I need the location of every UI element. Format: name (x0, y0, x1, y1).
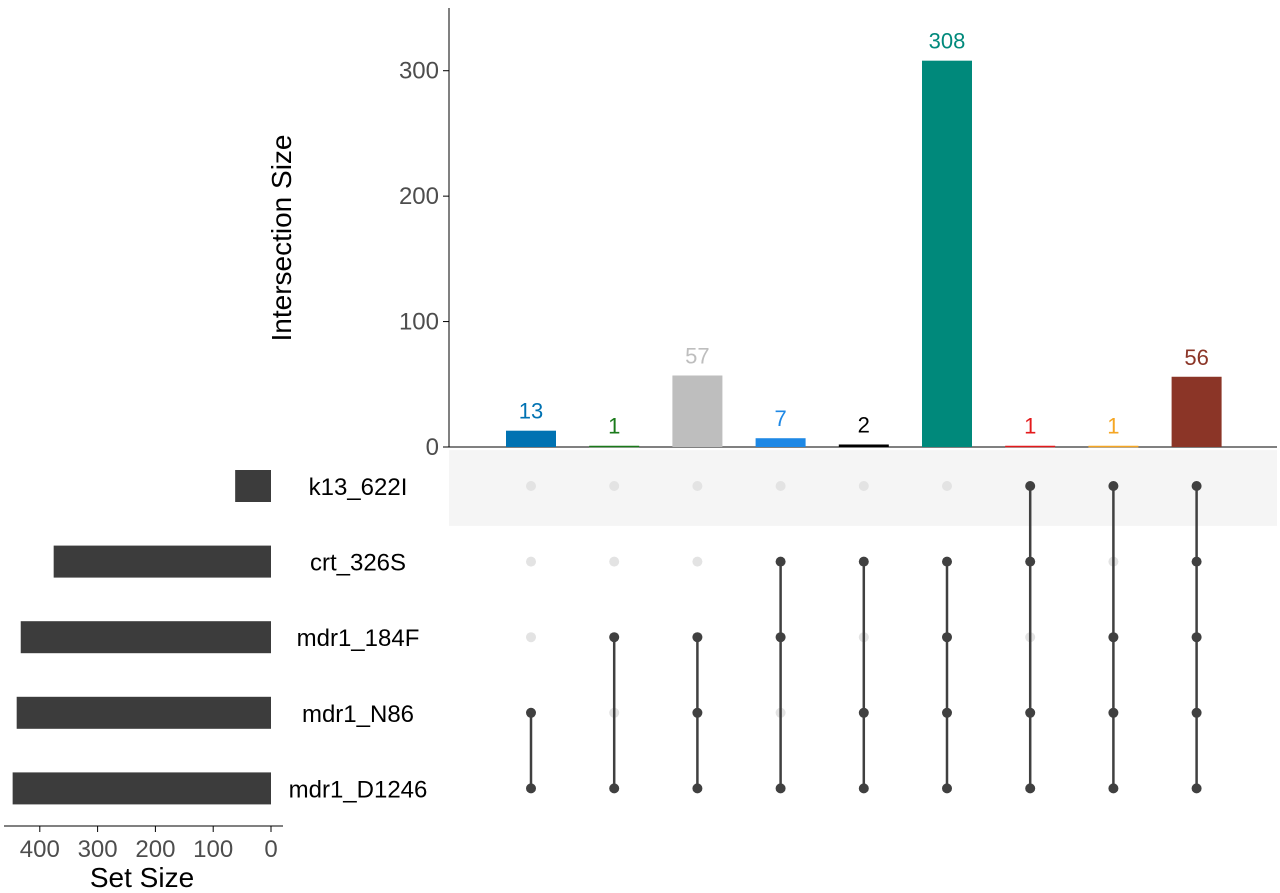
matrix-dot-inactive (942, 481, 952, 491)
matrix-dot-active (526, 783, 536, 794)
intersection-bar-label: 56 (1184, 345, 1208, 370)
set-size-bar (53, 545, 272, 578)
y-axis-tick-label: 200 (399, 183, 439, 210)
matrix-dot-active (1025, 481, 1036, 491)
matrix-dot-active (1108, 783, 1119, 794)
matrix-dot-active (1191, 556, 1202, 567)
intersection-bar (1005, 445, 1056, 448)
matrix-dot-inactive (526, 556, 536, 567)
intersection-bar (1171, 376, 1222, 447)
intersection-bar (672, 375, 723, 447)
set-size-bar (20, 621, 272, 654)
matrix-dot-inactive (609, 556, 620, 567)
set-label: mdr1_N86 (302, 701, 414, 728)
matrix-dot-inactive (775, 481, 786, 491)
set-size-axis: 400 300 200 100 0 (4, 825, 283, 863)
matrix-dot-active (526, 707, 536, 718)
matrix-dot-active (1191, 707, 1202, 718)
set-axis-tick-label: 200 (135, 836, 175, 863)
matrix-dot-active (1025, 707, 1036, 718)
matrix-dot-active (858, 556, 869, 567)
matrix-dot-active (775, 556, 786, 567)
intersection-bars (506, 60, 1222, 448)
matrix-dot-active (1191, 481, 1202, 491)
matrix-dot-active (1191, 632, 1202, 643)
matrix-dot-active (1108, 632, 1119, 643)
intersection-bar-labels: 13 1 57 7 2 308 1 1 56 (519, 29, 1209, 439)
intersection-bar-label: 1 (1024, 414, 1036, 439)
y-axis-tick-label: 300 (399, 58, 439, 85)
set-axis-tick-label: 400 (20, 836, 60, 863)
intersection-bar-label: 57 (685, 344, 709, 369)
matrix-dot-active (609, 783, 620, 794)
set-size-bar (235, 470, 271, 502)
matrix-dot-active (692, 707, 703, 718)
intersection-size-axis: 0 100 200 300 (399, 8, 1277, 461)
set-size-bars (12, 470, 272, 805)
intersection-bar-label: 7 (774, 406, 786, 431)
intersection-bar (755, 438, 806, 447)
intersection-bar (506, 430, 556, 447)
set-label: mdr1_184F (297, 625, 420, 652)
intersection-bar (838, 444, 889, 447)
matrix-dot-active (1108, 481, 1119, 491)
y-axis-tick-label: 0 (426, 434, 439, 461)
matrix-dot-active (1108, 707, 1119, 718)
set-axis-tick-label: 300 (78, 836, 118, 863)
matrix-dot-active (1025, 556, 1036, 567)
matrix-dot-active (775, 783, 786, 794)
matrix-dot-inactive (692, 556, 703, 567)
matrix-dot-active (692, 783, 703, 794)
matrix-dot-inactive (609, 481, 620, 491)
set-axis-tick-label: 0 (264, 836, 277, 863)
matrix-dots (526, 481, 1202, 794)
intersection-bar-label: 1 (608, 414, 620, 439)
matrix-dot-active (942, 783, 952, 794)
y-axis-tick-label: 100 (399, 309, 439, 336)
matrix-dot-active (692, 632, 703, 643)
matrix-dot-active (1025, 783, 1036, 794)
intersection-bar-label: 308 (929, 29, 966, 54)
matrix-dot-inactive (692, 481, 703, 491)
matrix-dot-active (775, 632, 786, 643)
matrix-dot-active (1191, 783, 1202, 794)
set-axis-tick-label: 100 (193, 836, 233, 863)
matrix-dot-active (942, 556, 952, 567)
set-label: k13_622I (309, 474, 408, 501)
matrix-dot-inactive (526, 632, 536, 643)
set-size-bar (12, 772, 271, 805)
matrix-dot-active (609, 632, 620, 643)
set-label: crt_326S (310, 550, 406, 577)
set-size-axis-title: Set Size (90, 862, 194, 893)
intersection-bar (922, 60, 972, 448)
intersection-bar (1088, 445, 1139, 448)
matrix-dot-inactive (858, 481, 869, 491)
set-label: mdr1_D1246 (289, 776, 428, 803)
matrix-dot-active (942, 707, 952, 718)
matrix-dot-inactive (526, 481, 536, 491)
set-labels: k13_622I crt_326S mdr1_184F mdr1_N86 mdr1_D1… (289, 474, 428, 803)
intersection-bar-label: 13 (519, 399, 543, 424)
intersection-bar (589, 445, 640, 448)
intersection-bar-label: 1 (1107, 414, 1119, 439)
intersection-bar-label: 2 (858, 412, 870, 437)
intersection-size-axis-title: Intersection Size (266, 135, 297, 342)
matrix-dot-active (858, 783, 869, 794)
matrix-dot-active (858, 707, 869, 718)
set-size-bar (16, 696, 272, 729)
matrix-dot-active (942, 632, 952, 643)
